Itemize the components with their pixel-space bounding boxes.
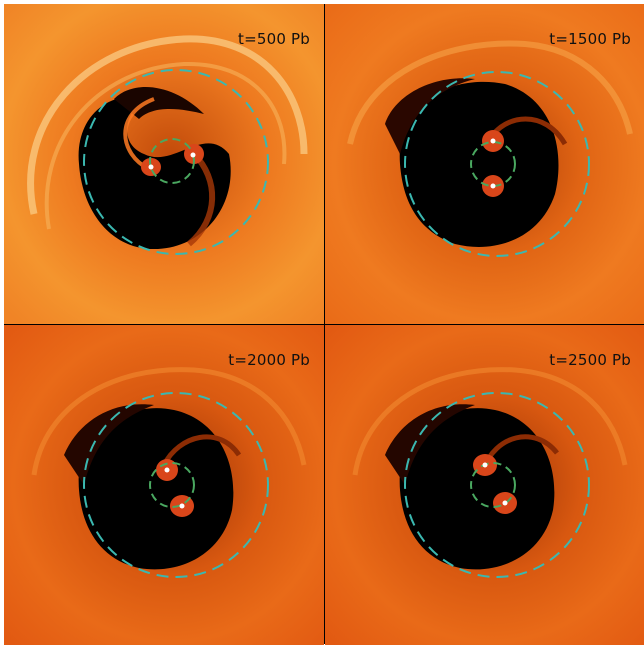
outer-circle bbox=[404, 392, 590, 578]
panel-t1500: t=1500 Pb bbox=[325, 4, 644, 324]
inner-circle bbox=[470, 462, 516, 508]
panel-t2500: t=2500 Pb bbox=[325, 325, 644, 645]
star-primary bbox=[490, 138, 496, 144]
star-primary bbox=[482, 462, 488, 468]
star-primary bbox=[164, 467, 170, 473]
cavity-t2000 bbox=[78, 408, 234, 570]
density-map-t2500 bbox=[325, 325, 644, 645]
cavity-t1500 bbox=[399, 81, 559, 247]
panel-t2000: t=2000 Pb bbox=[4, 325, 324, 645]
cavity-t2500 bbox=[399, 408, 555, 570]
inner-circle bbox=[149, 138, 195, 184]
density-map-t2000 bbox=[4, 325, 324, 645]
star-secondary bbox=[190, 152, 196, 158]
star-primary bbox=[148, 164, 154, 170]
star-secondary bbox=[502, 500, 508, 506]
star-secondary bbox=[179, 503, 185, 509]
time-label: t=500 Pb bbox=[237, 30, 310, 48]
inner-circle bbox=[149, 462, 195, 508]
simulation-figure: t=500 Pb t=1500 Pb bbox=[4, 4, 644, 645]
density-map-t500 bbox=[4, 4, 324, 324]
time-label: t=2500 Pb bbox=[549, 351, 631, 369]
time-label: t=1500 Pb bbox=[549, 30, 631, 48]
outer-circle bbox=[83, 392, 269, 578]
star-secondary bbox=[490, 183, 496, 189]
outer-circle bbox=[404, 71, 590, 257]
inner-circle bbox=[470, 141, 516, 187]
density-map-t1500 bbox=[325, 4, 644, 324]
panel-t500: t=500 Pb bbox=[4, 4, 324, 324]
outer-circle bbox=[83, 69, 269, 255]
time-label: t=2000 Pb bbox=[228, 351, 310, 369]
